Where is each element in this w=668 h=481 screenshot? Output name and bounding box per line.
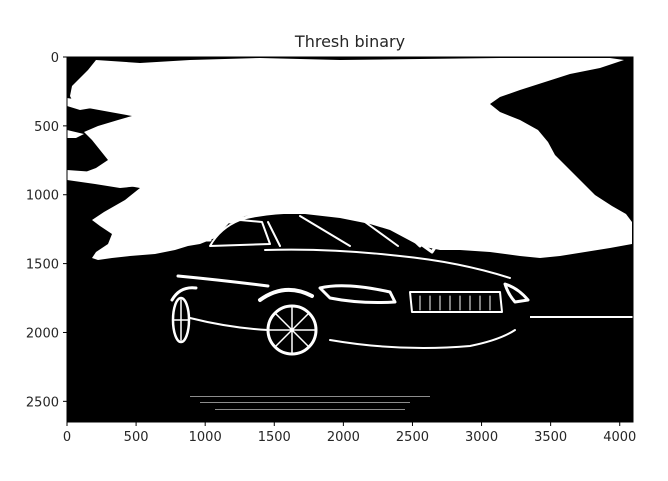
y-tick-label: 1000 bbox=[26, 189, 59, 204]
x-tick-label: 3500 bbox=[534, 430, 567, 445]
x-tick-label: 3000 bbox=[465, 430, 498, 445]
x-tick-label: 500 bbox=[124, 430, 149, 445]
chart-title: Thresh binary bbox=[294, 32, 405, 51]
sky-region bbox=[70, 58, 632, 260]
x-tick-label: 4000 bbox=[603, 430, 636, 445]
x-tick-label: 0 bbox=[63, 430, 71, 445]
thresholded-image bbox=[67, 57, 633, 422]
x-tick-label: 2500 bbox=[396, 430, 429, 445]
ground-speckle bbox=[190, 396, 430, 410]
road-line bbox=[530, 316, 633, 318]
y-axis: 0 500 1000 1500 2000 2500 bbox=[26, 51, 67, 410]
car-highlights bbox=[170, 210, 530, 356]
y-tick-label: 500 bbox=[34, 120, 59, 135]
y-tick-label: 2000 bbox=[26, 326, 59, 341]
x-tick-label: 1500 bbox=[258, 430, 291, 445]
y-tick-label: 0 bbox=[51, 51, 59, 66]
y-tick-label: 2500 bbox=[26, 395, 59, 410]
left-streaks bbox=[67, 98, 140, 188]
axes-frame bbox=[66, 56, 634, 423]
x-axis: 0 500 1000 1500 2000 2500 3000 3500 4000 bbox=[63, 422, 636, 445]
y-tick-label: 1500 bbox=[26, 258, 59, 273]
x-tick-label: 1000 bbox=[189, 430, 222, 445]
x-tick-label: 2000 bbox=[327, 430, 360, 445]
